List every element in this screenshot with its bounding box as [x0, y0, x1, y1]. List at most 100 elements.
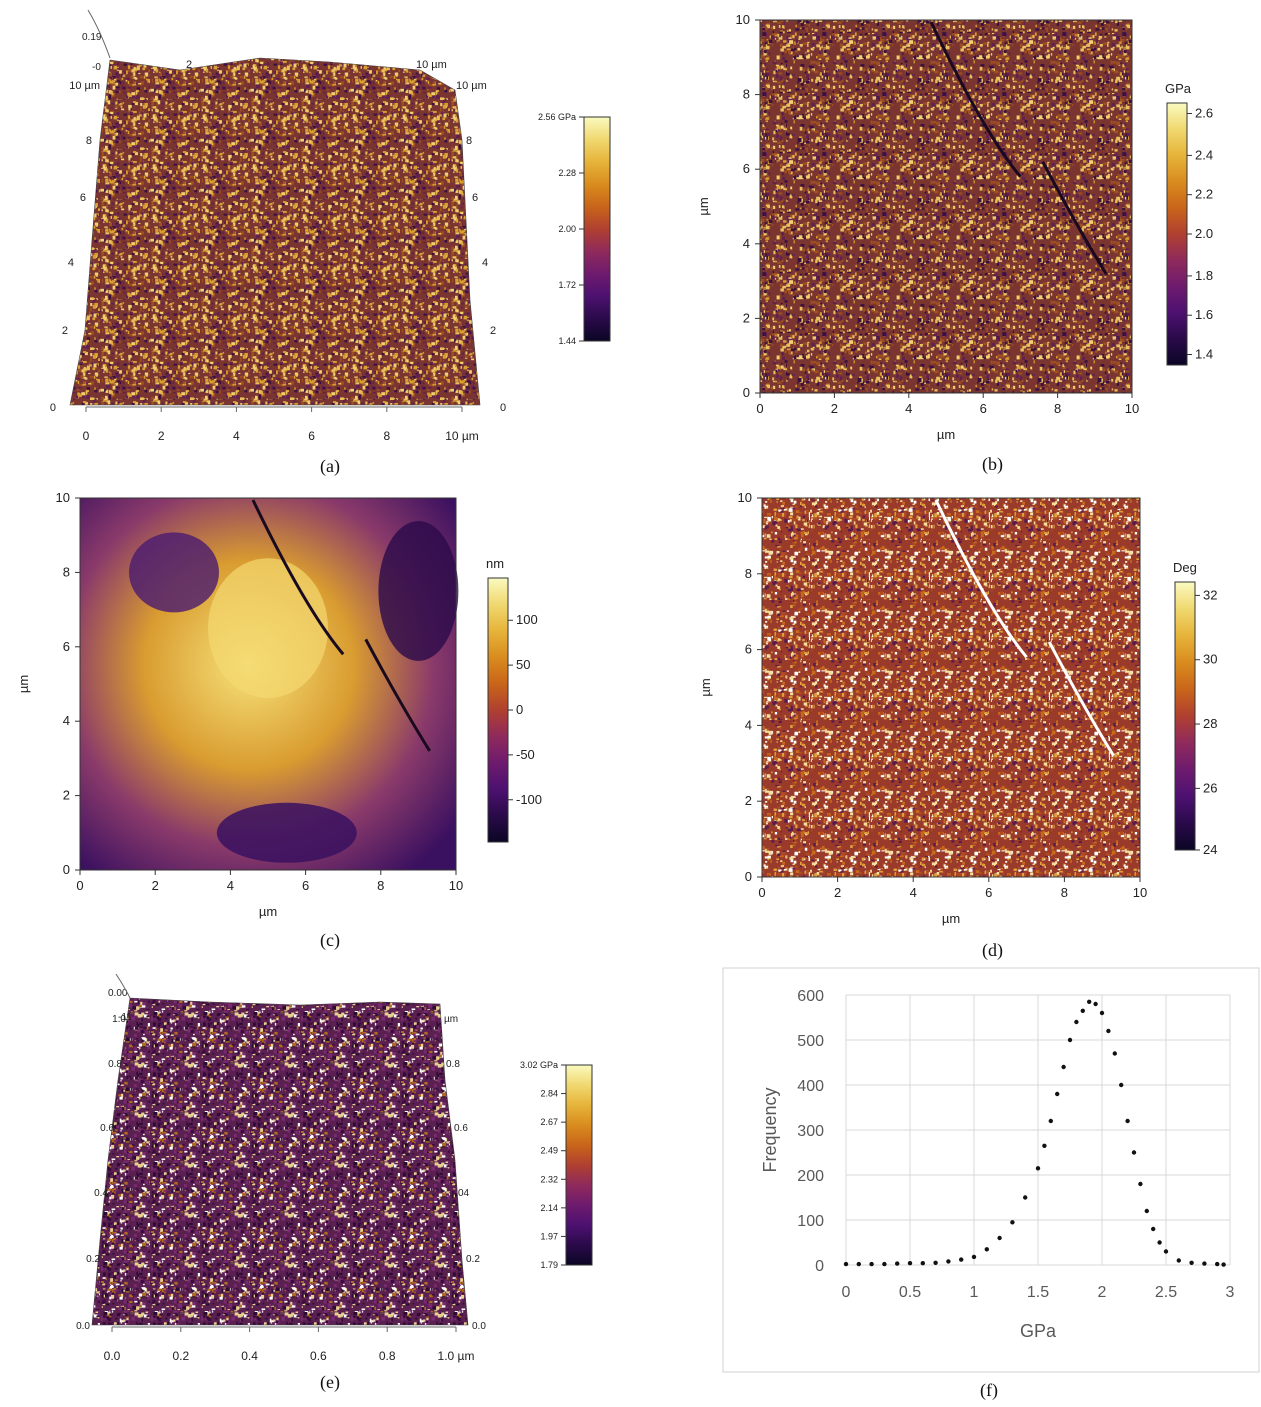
panel-b-x-tick-label: 2: [831, 401, 838, 416]
panel-a-corner-label: -0: [92, 62, 101, 73]
panel-f-data-point: [920, 1261, 925, 1266]
panel-a-left-tick-label: 10 µm: [69, 80, 100, 92]
panel-e-colorbar-tick-label: 3.02 GPa: [520, 1060, 558, 1070]
panel-a-left-tick-label: 8: [86, 135, 92, 147]
panel-a-right-tick-label: 2: [490, 325, 496, 337]
panel-d-y-axis-label: µm: [698, 678, 713, 696]
panel-f-data-point: [1189, 1260, 1194, 1265]
panel-f-data-point: [933, 1260, 938, 1265]
panel-e-height-indicator: [115, 973, 131, 999]
panel-a-corner-label: 10 µm: [416, 59, 447, 71]
panel-b-y-tick-label: 2: [743, 310, 750, 325]
panel-c-y-axis-label: µm: [16, 675, 31, 693]
panel-a-colorbar-tick-label: 2.00: [558, 224, 576, 234]
panel-c-low-region: [378, 521, 459, 661]
panel-a-corner-label: 2: [186, 59, 192, 71]
panel-a-colorbar: [583, 116, 611, 342]
panel-e-corner-label: 0.00: [108, 988, 128, 999]
panel-c-x-tick-label: 8: [377, 878, 384, 893]
panel-b-heatmap-surface: [760, 20, 1132, 393]
panel-f-data-point: [1131, 1150, 1137, 1155]
panel-f-data-point: [1093, 1001, 1098, 1007]
panel-d-x-tick-label: 10: [1133, 885, 1147, 900]
panel-e-x-tick-label: 0.2: [172, 1349, 189, 1363]
panel-f-data-point: [1023, 1195, 1028, 1200]
panel-a-surface: [69, 57, 481, 406]
panel-f-data-point: [1125, 1118, 1130, 1124]
panel-a-x-tick-label: 10 µm: [445, 429, 479, 443]
panel-d-x-tick-label: 0: [758, 885, 765, 900]
panel-b-crack-line: [929, 21, 1022, 178]
panel-e-label: (e): [320, 1372, 340, 1392]
panel-d-y-tick-label: 8: [745, 566, 752, 581]
panel-c-x-tick-label: 2: [152, 878, 159, 893]
panel-e-right-tick-label: 0.8: [446, 1059, 460, 1070]
panel-b-colorbar-tick-label: 1.6: [1195, 307, 1213, 322]
panel-b-y-tick-label: 8: [743, 87, 750, 102]
panel-e-colorbar-tick-label: 1.79: [540, 1260, 558, 1270]
panel-e-right-tick-label: 0.2: [466, 1254, 480, 1265]
panel-f-data-point: [1119, 1082, 1124, 1088]
panel-f-data-point: [1157, 1240, 1162, 1245]
panel-f-data-point: [843, 1261, 849, 1267]
panel-c-low-region: [129, 532, 219, 613]
panel-f-data-point: [1144, 1208, 1149, 1214]
panel-c-crack-line: [251, 499, 345, 656]
panel-e-surface: [91, 997, 469, 1326]
panel-f-y-tick-label: 400: [797, 1078, 824, 1095]
panel-f-data-point: [1055, 1091, 1060, 1097]
panel-a-x-tick-label: 4: [233, 429, 240, 443]
panel-c-colorbar-unit: nm: [486, 556, 504, 571]
panel-c-colorbar-tick-label: -50: [516, 747, 535, 762]
panel-b-colorbar-unit: GPa: [1165, 81, 1192, 96]
panel-f-x-tick-label: 2: [1098, 1284, 1107, 1301]
panel-d-colorbar-tick-label: 24: [1203, 842, 1217, 857]
panel-a-colorbar-tick-label: 1.72: [558, 280, 576, 290]
panel-d-heatmap-surface: [762, 498, 1140, 877]
panel-d-crack-line: [1047, 641, 1115, 757]
panel-d-y-tick-label: 2: [745, 793, 752, 808]
panel-d-y-tick-label: 4: [745, 717, 752, 732]
panel-f-data-point: [1067, 1037, 1073, 1043]
panel-f-data-point: [1221, 1262, 1226, 1267]
panel-e-right-tick-label: 0.6: [454, 1123, 468, 1134]
panel-b-colorbar-tick-label: 2.6: [1195, 105, 1213, 120]
panel-a-left-tick-label: 4: [68, 257, 74, 269]
panel-f-data-point: [984, 1247, 989, 1252]
panel-e-right-tick-label: µm: [444, 1014, 458, 1025]
panel-e-right-tick-label: 04: [458, 1188, 470, 1199]
panel-b-colorbar: [1166, 102, 1188, 366]
panel-f-data-point: [1215, 1261, 1220, 1267]
panel-f-y-tick-label: 500: [797, 1033, 824, 1050]
panel-b-crack-line: [1041, 161, 1108, 275]
panel-b-x-tick-label: 8: [1054, 401, 1061, 416]
panel-a-corner-label: 0.19: [82, 32, 102, 43]
panel-e-left-tick-label: 0.8: [108, 1059, 122, 1070]
panel-a-right-tick-label: 8: [466, 135, 472, 147]
panel-c-y-tick-label: 8: [63, 564, 70, 579]
panel-e-left-tick-label: 0.0: [76, 1321, 90, 1332]
panel-e-colorbar-tick-label: 2.84: [540, 1089, 558, 1099]
panel-b-colorbar-tick-label: 1.8: [1195, 268, 1213, 283]
panel-c-y-tick-label: 6: [63, 639, 70, 654]
panel-a-height-indicator: [87, 9, 111, 59]
panel-f-x-tick-label: 0: [842, 1284, 851, 1301]
panel-f-x-tick-label: 0.5: [899, 1284, 921, 1301]
panel-b-x-axis-label: µm: [937, 427, 955, 442]
panel-d-colorbar-unit: Deg: [1173, 560, 1197, 575]
panel-d-x-tick-label: 4: [910, 885, 917, 900]
panel-b-colorbar-tick-label: 2.4: [1195, 147, 1213, 162]
panel-b-plot-frame: [759, 19, 1133, 394]
panel-a-label: (a): [320, 456, 340, 476]
panel-c-y-tick-label: 2: [63, 788, 70, 803]
panel-f-data-point: [1042, 1143, 1047, 1148]
panel-e-colorbar-tick-label: 2.32: [540, 1174, 558, 1184]
panel-f-x-tick-label: 1.5: [1027, 1284, 1049, 1301]
panel-b-x-tick-label: 0: [756, 401, 763, 416]
panel-a-x-tick-label: 2: [158, 429, 165, 443]
panel-d-colorbar-tick-label: 26: [1203, 780, 1217, 795]
panel-f-y-tick-label: 200: [797, 1168, 824, 1185]
panel-f-x-tick-label: 3: [1226, 1284, 1235, 1301]
panel-f-data-point: [1035, 1166, 1041, 1171]
